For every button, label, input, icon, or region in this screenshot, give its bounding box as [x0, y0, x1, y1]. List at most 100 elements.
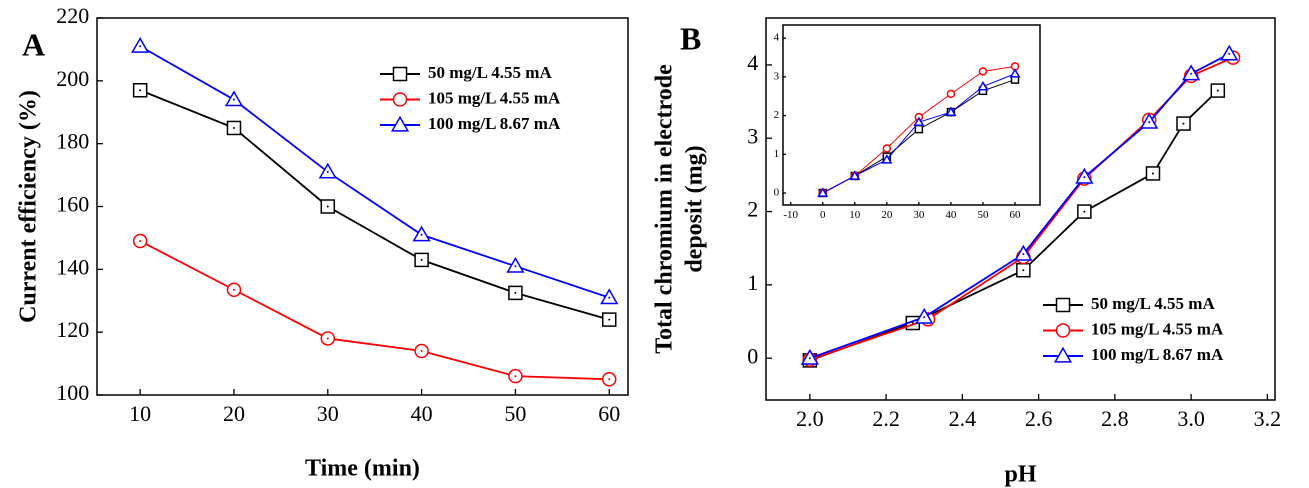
- point-center: [420, 350, 423, 353]
- y-axis-label: Total chromium in electrode: [652, 64, 678, 354]
- x-tick-label: 2.2: [872, 406, 900, 431]
- point-center: [326, 170, 329, 173]
- point-center: [232, 288, 235, 291]
- x-tick-label: 40: [945, 209, 957, 221]
- point-center: [232, 98, 235, 101]
- point-center: [1151, 172, 1154, 175]
- data-point: [817, 187, 829, 197]
- y-axis-label: Current efficiency (%): [16, 90, 42, 323]
- point-center: [1228, 52, 1231, 55]
- x-tick-label: 3.2: [1254, 406, 1282, 431]
- point-center: [608, 296, 611, 299]
- y-axis-label: deposit (mg): [682, 145, 708, 272]
- legend-label: 105 mg/L 4.55 mA: [1091, 319, 1224, 338]
- point-center: [1190, 72, 1193, 75]
- y-tick-label: 2: [774, 109, 780, 121]
- y-tick-label: 4: [747, 50, 758, 75]
- point-center: [1083, 176, 1086, 179]
- point-center: [608, 378, 611, 381]
- series-line: [139, 240, 610, 381]
- point-center: [923, 316, 926, 319]
- point-center: [1216, 89, 1219, 92]
- point-center: [420, 233, 423, 236]
- y-tick-label: 140: [56, 254, 89, 279]
- legend-marker: [1053, 346, 1073, 363]
- x-tick-label: 50: [977, 209, 989, 221]
- x-axis-label: pH: [1004, 462, 1036, 488]
- legend-label: 100 mg/L 8.67 mA: [1091, 345, 1224, 364]
- y-tick-label: 0: [747, 343, 758, 368]
- x-tick-label: 20: [881, 209, 893, 221]
- y-tick-label: 100: [56, 380, 89, 405]
- data-point: [1009, 68, 1021, 78]
- series-line: [139, 45, 610, 299]
- x-tick-label: 10: [849, 209, 861, 221]
- legend-marker: [392, 92, 408, 107]
- point-center: [326, 205, 329, 208]
- y-tick-label: 0: [774, 187, 780, 199]
- x-tick-label: 2.8: [1101, 406, 1129, 431]
- point-center: [232, 126, 235, 129]
- legend-marker: [1055, 297, 1071, 313]
- panel-letter: A: [22, 26, 45, 62]
- data-point: [913, 116, 925, 127]
- point-center: [808, 357, 811, 360]
- y-tick-label: 3: [774, 70, 780, 82]
- data-point: [914, 124, 924, 134]
- y-tick-label: 1: [774, 148, 780, 160]
- point-center: [1083, 210, 1086, 213]
- point-center: [139, 45, 142, 48]
- x-tick-label: 2.0: [796, 406, 824, 431]
- y-tick-label: 4: [774, 32, 780, 44]
- legend-marker: [392, 66, 408, 82]
- data-point: [849, 170, 861, 180]
- legend-marker: [1055, 323, 1071, 338]
- x-tick-label: 10: [129, 401, 151, 426]
- x-tick-label: 40: [411, 401, 433, 426]
- x-tick-label: 3.0: [1177, 406, 1205, 431]
- x-tick-label: 2.4: [949, 406, 977, 431]
- x-axis-label: Time (min): [305, 456, 420, 482]
- legend-marker: [390, 115, 410, 132]
- point-center: [1148, 121, 1151, 124]
- x-tick-label: 30: [317, 401, 339, 426]
- y-tick-label: 2: [747, 197, 758, 222]
- point-center: [514, 265, 517, 268]
- x-tick-label: 0: [820, 209, 826, 221]
- y-tick-label: 180: [56, 129, 89, 154]
- y-tick-label: 1: [747, 270, 758, 295]
- x-tick-label: -10: [783, 209, 798, 221]
- y-tick-label: 160: [56, 192, 89, 217]
- x-tick-label: 60: [1010, 209, 1022, 221]
- point-center: [514, 375, 517, 378]
- point-center: [1022, 253, 1025, 256]
- x-tick-label: 60: [598, 401, 620, 426]
- legend-label: 50 mg/L 4.55 mA: [428, 63, 552, 82]
- data-point: [946, 89, 956, 99]
- legend-label: 100 mg/L 8.67 mA: [428, 114, 561, 133]
- legend-label: 105 mg/L 4.55 mA: [428, 88, 561, 107]
- panel-letter: B: [680, 20, 701, 56]
- x-tick-label: 2.6: [1025, 406, 1053, 431]
- data-point: [978, 67, 988, 76]
- plot-frame: [765, 17, 1276, 401]
- x-tick-label: 50: [504, 401, 526, 426]
- y-tick-label: 200: [56, 66, 89, 91]
- x-tick-label: 20: [223, 401, 245, 426]
- data-point: [881, 153, 893, 164]
- point-center: [139, 240, 142, 243]
- legend-label: 50 mg/L 4.55 mA: [1091, 294, 1215, 313]
- point-center: [420, 258, 423, 261]
- point-center: [139, 89, 142, 92]
- point-center: [1022, 269, 1025, 272]
- data-point: [945, 106, 957, 116]
- point-center: [514, 291, 517, 294]
- series-line: [139, 89, 610, 321]
- point-center: [608, 318, 611, 321]
- series-line: [809, 56, 1234, 361]
- point-center: [326, 337, 329, 340]
- y-tick-label: 220: [56, 3, 89, 28]
- data-point: [977, 80, 989, 91]
- plot-frame: [782, 24, 1041, 206]
